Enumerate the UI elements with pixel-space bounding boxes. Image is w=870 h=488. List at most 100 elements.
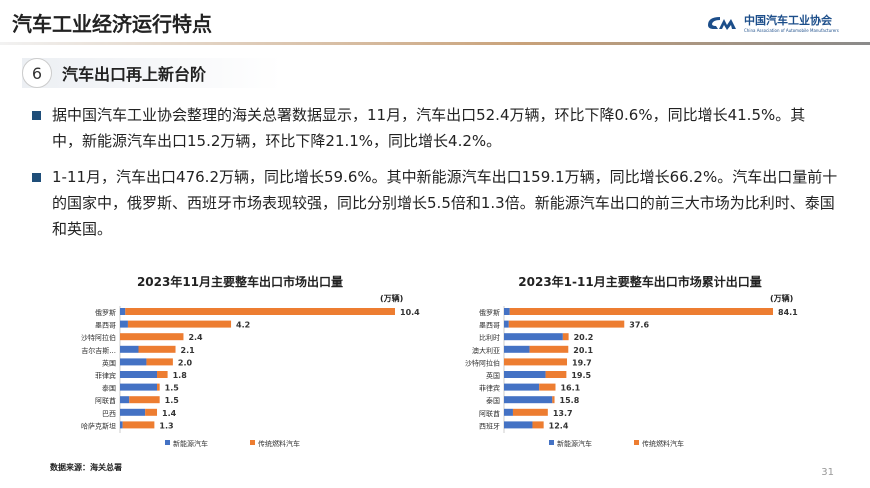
bar-nev [120, 320, 128, 328]
bar-nev [120, 371, 158, 378]
data-source: 数据来源：海关总署 [50, 463, 122, 472]
category-label: 阿联酋 [95, 396, 116, 405]
data-label: 1.3 [159, 421, 173, 430]
legend-label: 传统燃料汽车 [258, 439, 300, 448]
logo-subtext: China Association of Automobile Manufact… [744, 28, 839, 33]
legend-swatch [165, 440, 170, 445]
logo-text: 中国汽车工业协会 [744, 14, 832, 27]
bullet-1: 据中国汽车工业协会整理的海关总署数据显示，11月，汽车出口52.4万辆，环比下降… [32, 102, 832, 154]
bar-nev [504, 421, 533, 429]
legend-swatch [549, 440, 554, 445]
data-label: 2.1 [181, 346, 196, 355]
data-label: 84.1 [778, 308, 798, 317]
category-label: 英国 [102, 358, 116, 367]
bar-nev [120, 396, 130, 404]
bar-ice [157, 371, 168, 378]
chart-title: 2023年11月主要整车出口市场出口量 [136, 275, 344, 289]
bar-ice [157, 383, 160, 391]
bar-ice [545, 371, 567, 378]
data-label: 20.1 [573, 346, 593, 355]
category-label: 比利时 [479, 333, 500, 342]
category-label: 沙特阿拉伯 [81, 333, 116, 342]
bullet-text: 1-11月，汽车出口476.2万辆，同比增长59.6%。其中新能源汽车出口159… [52, 168, 838, 238]
data-label: 12.4 [549, 421, 569, 430]
data-label: 20.2 [574, 333, 594, 342]
chart-unit: (万辆) [770, 294, 794, 303]
bar-ice [122, 421, 155, 429]
data-label: 13.7 [553, 409, 573, 418]
bar-ice [562, 333, 569, 341]
bar-nev [504, 371, 546, 378]
section-heading: 6 汽车出口再上新台阶 [22, 58, 282, 88]
chart-nov: 2023年11月主要整车出口市场出口量 (万辆) 俄罗斯 10.4 墨西哥 4.2 沙特… [40, 273, 440, 453]
category-label: 吉尔吉斯... [81, 346, 116, 355]
category-label: 菲律宾 [479, 384, 500, 393]
chart-title: 2023年1-11月主要整车出口市场累计出口量 [518, 275, 762, 289]
bar-ice [512, 408, 548, 416]
category-label: 沙特阿拉伯 [465, 358, 500, 367]
data-label: 15.8 [560, 396, 580, 405]
bar-ice [125, 308, 396, 315]
bar-ice [145, 408, 158, 416]
legend-label: 新能源汽车 [557, 439, 592, 448]
bullet-icon [32, 173, 41, 182]
bar-nev [504, 308, 510, 315]
data-label: 2.4 [188, 333, 203, 342]
bar-ice [539, 383, 556, 391]
chart-svg: 俄罗斯 10.4 墨西哥 4.2 沙特阿拉伯 2.4 吉尔吉斯... 2.1 英国 2.0 菲律宾 1… [81, 306, 420, 448]
category-label: 俄罗斯 [95, 308, 116, 317]
bullet-2: 1-11月，汽车出口476.2万辆，同比增长59.6%。其中新能源汽车出口159… [32, 164, 842, 242]
bar-ice [129, 396, 160, 404]
bar-nev [120, 408, 146, 416]
data-label: 19.7 [572, 358, 592, 367]
bar-ice [552, 396, 555, 404]
slide-title: 汽车工业经济运行特点 [12, 12, 212, 36]
bar-nev [504, 408, 513, 416]
bar-nev [120, 358, 147, 366]
chart-ytd: 2023年1-11月主要整车出口市场累计出口量 (万辆) 俄罗斯 84.1 墨西哥 3… [440, 273, 840, 453]
bar-ice [529, 345, 569, 353]
bar-nev [504, 383, 540, 391]
bar-ice [146, 358, 173, 366]
data-label: 4.2 [236, 321, 250, 330]
category-label: 巴西 [102, 410, 116, 418]
bar-nev [504, 333, 563, 341]
bar-nev [504, 396, 553, 404]
bar-ice [127, 320, 232, 328]
category-label: 西班牙 [479, 421, 500, 430]
bar-nev [504, 345, 530, 353]
category-label: 菲律宾 [95, 371, 116, 380]
category-label: 泰国 [102, 384, 116, 393]
bar-ice [120, 333, 184, 341]
data-label: 1.5 [165, 396, 180, 405]
data-label: 10.4 [400, 308, 420, 317]
bar-nev [120, 421, 123, 429]
bar-ice [508, 320, 625, 328]
category-label: 墨西哥 [479, 322, 500, 330]
data-label: 1.8 [173, 371, 188, 380]
data-label: 1.5 [165, 384, 180, 393]
bar-ice [504, 358, 568, 366]
data-label: 19.5 [571, 371, 591, 380]
legend-swatch [634, 440, 639, 445]
chart-svg: 俄罗斯 84.1 墨西哥 37.6 比利时 20.2 澳大利亚 20.1 沙特阿拉伯 19.7 英国… [465, 306, 798, 448]
bar-ice [138, 345, 176, 353]
category-label: 阿联酋 [479, 409, 500, 418]
data-label: 16.1 [560, 384, 580, 393]
category-label: 英国 [486, 371, 500, 380]
data-label: 1.4 [162, 409, 177, 418]
chart-unit: (万辆) [380, 294, 404, 303]
legend-label: 传统燃料汽车 [642, 439, 684, 448]
logo: 中国汽车工业协会 China Association of Automobile … [706, 12, 839, 33]
bar-nev [504, 320, 509, 328]
section-title: 汽车出口再上新台阶 [62, 65, 207, 84]
category-label: 哈萨克斯坦 [81, 421, 116, 430]
legend-label: 新能源汽车 [173, 439, 208, 448]
bar-nev [120, 383, 158, 391]
bullet-icon [32, 111, 41, 120]
bar-nev [120, 308, 126, 315]
data-label: 2.0 [178, 358, 193, 367]
caam-logo-icon [708, 16, 736, 30]
section-number: 6 [22, 58, 52, 88]
page-number: 31 [821, 467, 834, 478]
